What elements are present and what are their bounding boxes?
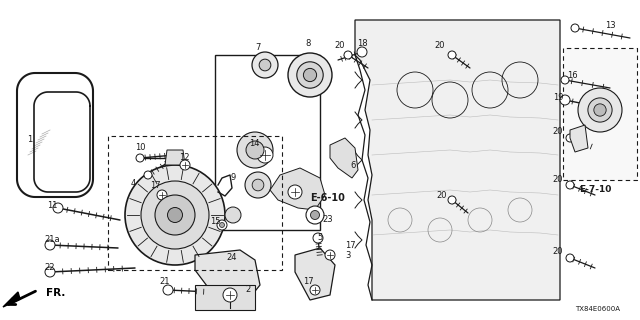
Text: 17: 17 [303, 277, 314, 286]
Polygon shape [195, 250, 260, 305]
Text: 8: 8 [305, 38, 310, 47]
Polygon shape [270, 168, 325, 210]
Circle shape [288, 185, 302, 199]
Circle shape [571, 24, 579, 32]
Text: 19: 19 [553, 93, 563, 102]
Polygon shape [330, 138, 358, 178]
Circle shape [448, 51, 456, 59]
Text: 20: 20 [553, 175, 563, 185]
Text: 21: 21 [160, 277, 170, 286]
Polygon shape [570, 125, 588, 152]
Circle shape [310, 285, 320, 295]
Circle shape [594, 104, 606, 116]
Circle shape [566, 181, 574, 189]
Bar [215, 55, 320, 230]
Circle shape [325, 250, 335, 260]
Text: 9: 9 [230, 173, 236, 182]
Circle shape [313, 233, 323, 243]
Circle shape [168, 207, 182, 222]
Polygon shape [355, 20, 560, 300]
Text: 11: 11 [47, 201, 57, 210]
Text: 15: 15 [210, 218, 220, 227]
Circle shape [245, 172, 271, 198]
Circle shape [125, 165, 225, 265]
Polygon shape [165, 150, 185, 165]
Circle shape [566, 254, 574, 262]
Text: 24: 24 [227, 253, 237, 262]
Circle shape [578, 88, 622, 132]
Text: 1: 1 [28, 135, 33, 145]
Circle shape [136, 154, 144, 162]
Circle shape [45, 240, 55, 250]
Text: 20: 20 [553, 127, 563, 137]
Circle shape [141, 181, 209, 249]
Circle shape [448, 196, 456, 204]
Text: 6: 6 [350, 161, 356, 170]
Circle shape [257, 147, 273, 163]
Text: E-6-10: E-6-10 [310, 193, 345, 203]
Text: 18: 18 [356, 38, 367, 47]
Circle shape [561, 76, 569, 84]
Circle shape [288, 53, 332, 97]
Text: 17: 17 [345, 241, 355, 250]
Polygon shape [195, 285, 255, 310]
Circle shape [252, 52, 278, 78]
Circle shape [220, 222, 225, 228]
Text: 13: 13 [605, 20, 615, 29]
Circle shape [45, 267, 55, 277]
Circle shape [163, 285, 173, 295]
Circle shape [344, 51, 352, 59]
Text: 20: 20 [553, 247, 563, 257]
Circle shape [560, 95, 570, 105]
Circle shape [217, 220, 227, 230]
Text: 20: 20 [335, 41, 345, 50]
Text: 7: 7 [255, 43, 260, 52]
Circle shape [252, 179, 264, 191]
Text: 2: 2 [245, 285, 251, 294]
Circle shape [246, 141, 264, 159]
Text: 16: 16 [566, 70, 577, 79]
FancyBboxPatch shape [563, 48, 637, 180]
Circle shape [310, 211, 319, 220]
Circle shape [223, 288, 237, 302]
Text: 20: 20 [435, 41, 445, 50]
Circle shape [259, 59, 271, 71]
Text: 3: 3 [346, 251, 351, 260]
Polygon shape [295, 248, 335, 300]
Polygon shape [3, 292, 20, 307]
Circle shape [297, 62, 323, 88]
Circle shape [306, 206, 324, 224]
Circle shape [155, 195, 195, 235]
Text: 5: 5 [317, 234, 323, 243]
Text: 20: 20 [436, 190, 447, 199]
Text: 12: 12 [179, 154, 189, 163]
Text: 21a: 21a [44, 236, 60, 244]
Circle shape [157, 190, 167, 200]
Text: 14: 14 [249, 139, 259, 148]
Text: E-7-10: E-7-10 [579, 185, 611, 194]
Circle shape [144, 171, 152, 179]
Circle shape [303, 68, 317, 82]
Text: 10: 10 [135, 143, 145, 153]
Text: 23: 23 [323, 215, 333, 225]
Circle shape [237, 132, 273, 168]
Text: 22: 22 [45, 263, 55, 273]
Text: FR.: FR. [46, 288, 65, 298]
Text: 17: 17 [150, 180, 160, 189]
Circle shape [566, 134, 574, 142]
Circle shape [225, 207, 241, 223]
Circle shape [357, 47, 367, 57]
Text: 4: 4 [131, 179, 136, 188]
Text: TX84E0600A: TX84E0600A [575, 306, 620, 312]
Circle shape [180, 160, 190, 170]
Circle shape [588, 98, 612, 122]
Circle shape [53, 203, 63, 213]
